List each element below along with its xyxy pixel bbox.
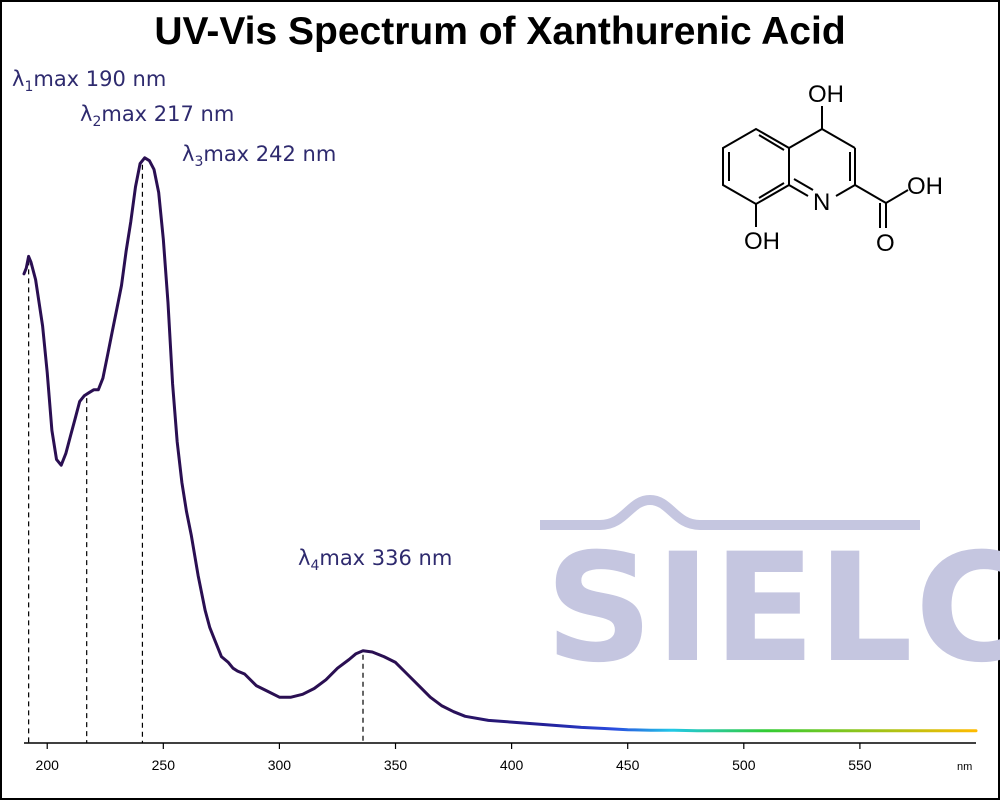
peak-label: λ2max 217 nm xyxy=(80,102,234,130)
x-tick-label: 350 xyxy=(384,757,408,773)
label-oh-bottom: OH xyxy=(744,228,780,255)
benzene-ring xyxy=(722,127,790,206)
x-tick-label: 200 xyxy=(36,757,60,773)
x-tick-label: 250 xyxy=(152,757,176,773)
logo-text: SIELC xyxy=(545,522,1000,696)
peak-label: λ3max 242 nm xyxy=(182,142,336,170)
label-oh-top: OH xyxy=(808,81,844,108)
x-axis-unit: nm xyxy=(957,761,972,773)
x-axis-ticks: 200 250 300 350 400 450 500 550 xyxy=(36,743,872,773)
chart-title: UV-Vis Spectrum of Xanthurenic Acid xyxy=(154,10,846,53)
spectrum-line xyxy=(22,156,978,733)
peak-labels: λ1max 190 nm λ2max 217 nm λ3max 242 nm λ4ma… xyxy=(12,67,452,574)
x-tick-label: 550 xyxy=(848,757,872,773)
label-o: O xyxy=(876,230,895,257)
peak-drop-lines xyxy=(28,164,364,743)
x-tick-label: 300 xyxy=(268,757,292,773)
x-tick-label: 450 xyxy=(616,757,640,773)
x-tick-label: 400 xyxy=(500,757,524,773)
x-tick-label: 500 xyxy=(732,757,756,773)
molecule-labels: OH N OH OH O xyxy=(744,81,943,257)
label-oh-right: OH xyxy=(907,173,943,200)
peak-label: λ4max 336 nm xyxy=(298,546,452,574)
sielc-logo: SIELC xyxy=(540,494,1000,696)
xanthurenic-acid-structure xyxy=(722,106,909,228)
logo-wave xyxy=(540,494,920,530)
peak-label: λ1max 190 nm xyxy=(12,67,166,95)
label-n: N xyxy=(813,189,830,216)
